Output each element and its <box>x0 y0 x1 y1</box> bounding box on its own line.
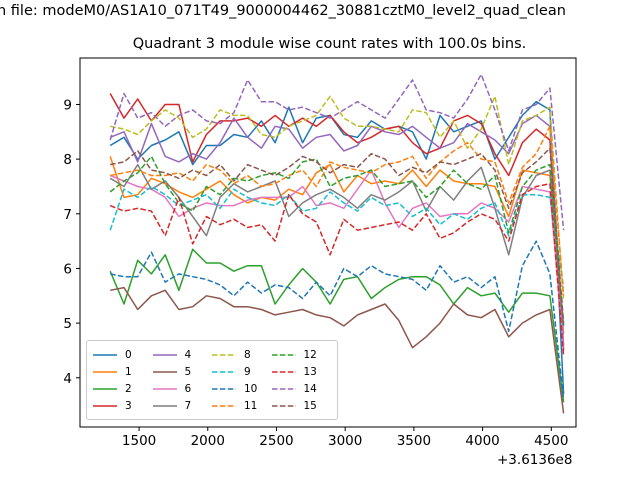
legend-swatch <box>152 387 177 390</box>
legend-swatch <box>93 387 117 390</box>
series-line-1 <box>109 156 565 335</box>
x-tick-label: 3000 <box>328 433 362 449</box>
legend-label: 10 <box>244 382 258 395</box>
x-tick-label: 3500 <box>397 433 431 449</box>
legend-label: 12 <box>303 348 317 361</box>
legend-swatch <box>212 370 236 373</box>
y-tick-label: 4 <box>63 371 72 387</box>
legend-swatch <box>212 353 236 356</box>
series-layer <box>109 73 565 414</box>
legend-label: 3 <box>125 399 132 412</box>
y-axis: 4 5 6 7 8 9 <box>63 97 80 387</box>
series-line-7 <box>109 163 565 326</box>
legend-label: 9 <box>244 365 251 378</box>
legend-item: 12 <box>271 346 332 363</box>
x-tick-label: 4500 <box>534 433 568 449</box>
legend-item: 10 <box>212 380 272 397</box>
legend-item: 3 <box>93 397 153 414</box>
legend-item: 9 <box>212 363 272 380</box>
legend-swatch <box>152 353 177 356</box>
series-line-4 <box>109 114 565 346</box>
legend-item: 14 <box>271 380 332 397</box>
series-line-11 <box>110 125 565 296</box>
legend-label: 6 <box>184 382 192 395</box>
legend-swatch <box>271 387 296 390</box>
series-line-13 <box>109 182 565 356</box>
legend-swatch <box>212 387 236 390</box>
legend-item: 4 <box>152 346 213 363</box>
legend-item: 6 <box>152 380 213 397</box>
y-tick-label: 7 <box>63 207 72 223</box>
legend-item: 7 <box>152 397 213 414</box>
y-tick-label: 9 <box>63 97 72 113</box>
legend-label: 0 <box>125 348 132 361</box>
legend-swatch <box>271 353 296 356</box>
legend-label: 5 <box>184 365 192 378</box>
series-line-8 <box>110 95 565 302</box>
legend-item: 13 <box>271 363 332 380</box>
legend-item: 15 <box>271 397 332 414</box>
plot-frame <box>79 57 577 428</box>
legend-item: 5 <box>152 363 213 380</box>
series-line-12 <box>109 155 565 326</box>
legend-label: 13 <box>303 365 317 378</box>
legend-item: 0 <box>93 346 153 363</box>
legend-swatch <box>93 370 117 373</box>
legend-swatch <box>93 404 117 407</box>
x-offset-label: +3.6136e8 <box>497 452 573 468</box>
legend-label: 15 <box>303 399 317 412</box>
legend-label: 7 <box>184 399 192 412</box>
series-line-10 <box>110 240 565 400</box>
legend-swatch <box>212 404 236 407</box>
figure-suptitle: n file: modeM0/AS1A10_071T49_9000004462_… <box>0 3 566 19</box>
legend-swatch <box>93 353 117 356</box>
series-line-9 <box>109 185 565 288</box>
x-tick-label: 4000 <box>465 433 499 449</box>
x-axis: 1500 2000 2500 3000 3500 4000 4500 <box>122 427 568 449</box>
x-tick-label: 2000 <box>191 433 225 449</box>
legend-item: 11 <box>212 397 272 414</box>
legend-label: 14 <box>303 382 317 395</box>
legend-label: 8 <box>244 348 251 361</box>
legend-swatch <box>152 370 177 373</box>
series-line-3 <box>109 93 565 351</box>
y-tick-label: 5 <box>63 316 72 332</box>
legend: 0 1 2 3 4 5 6 7 8 9 10 11 12 13 14 15 <box>86 340 338 420</box>
x-tick-label: 1500 <box>122 433 156 449</box>
chart-title: Quadrant 3 module wise count rates with … <box>132 36 527 52</box>
x-tick-label: 2500 <box>259 433 293 449</box>
legend-item: 8 <box>212 346 272 363</box>
legend-label: 11 <box>244 399 258 412</box>
legend-item: 1 <box>93 363 153 380</box>
legend-label: 2 <box>125 382 132 395</box>
y-tick-label: 6 <box>63 261 72 277</box>
series-line-14 <box>109 73 565 231</box>
legend-swatch <box>152 404 177 407</box>
legend-label: 4 <box>184 348 192 361</box>
legend-item: 2 <box>93 380 153 397</box>
legend-swatch <box>271 404 296 407</box>
legend-swatch <box>271 370 296 373</box>
legend-label: 1 <box>125 365 132 378</box>
series-line-2 <box>109 248 565 403</box>
series-line-15 <box>110 147 565 324</box>
y-tick-label: 8 <box>63 152 72 168</box>
series-line-5 <box>110 286 565 414</box>
